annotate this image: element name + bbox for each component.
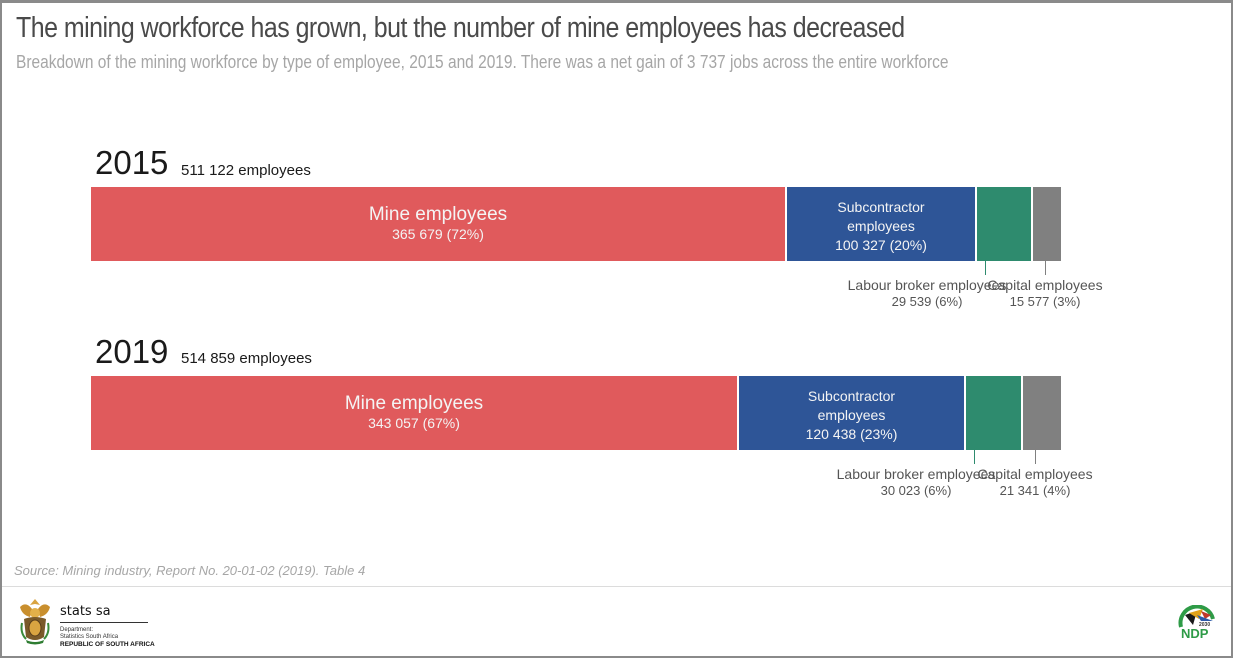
ndp-text: NDP [1181, 626, 1209, 641]
org-name: stats sa [60, 604, 148, 623]
year-label-2019: 2019 [95, 333, 169, 370]
leader-line-labour-broker-employees-2019 [974, 450, 975, 464]
leader-line-labour-broker-employees-2015 [985, 261, 986, 275]
leader-line-capital-employees-2019 [1035, 450, 1036, 464]
total-label-2019: 514 859 employees [181, 350, 312, 367]
bar-segment-labour-broker-employees-2015 [975, 187, 1031, 261]
bar-segment-capital-employees-2019 [1021, 376, 1061, 450]
chart-title: The mining workforce has grown, but the … [16, 12, 905, 44]
segment-name: Labour broker employees [836, 466, 996, 482]
segment-name-line: employees [847, 218, 915, 234]
ndp-year: 2030 [1199, 622, 1210, 628]
segment-value: 29 539 (6%) [891, 294, 963, 309]
footer-divider [2, 586, 1231, 587]
segment-name: Capital employees [977, 466, 1093, 482]
segment-value: 365 679 (72%) [392, 226, 484, 242]
segment-value: 343 057 (67%) [368, 415, 460, 431]
bar-segment-capital-employees-2015 [1031, 187, 1061, 261]
stacked-bar-2015: Mine employees 365 679 (72%) Subcontractor… [91, 187, 1061, 261]
segment-name: Mine employees [344, 393, 484, 414]
segment-value: 21 341 (4%) [999, 483, 1071, 498]
bar-segment-mine-employees-2015: Mine employees 365 679 (72%) [91, 187, 785, 261]
dept-line-1: Department: [60, 627, 94, 633]
chart-subtitle: Breakdown of the mining workforce by typ… [16, 52, 949, 72]
segment-name-line: Subcontractor [837, 199, 925, 215]
segment-value: 120 438 (23%) [805, 426, 898, 442]
external-label-labour-broker-employees-2015: Labour broker employees 29 539 (6%) [848, 276, 1007, 310]
year-label-2015: 2015 [95, 144, 169, 181]
dept-line-2: Statistics South Africa [60, 634, 119, 640]
bar-segment-mine-employees-2019: Mine employees 343 057 (67%) [91, 376, 737, 450]
segment-name: Capital employees [987, 277, 1103, 293]
coat-of-arms-icon [16, 597, 54, 650]
bar-segment-subcontractor-employees-2015: Subcontractor employees 100 327 (20%) [785, 187, 975, 261]
ndp-2030-logo-icon: 2030 NDP [1177, 604, 1217, 646]
segment-label-subcontractor-employees-2019: Subcontractor employees 120 438 (23%) [739, 387, 964, 444]
segment-label-mine-employees-2015: Mine employees 365 679 (72%) [91, 204, 785, 243]
bar-segment-labour-broker-employees-2019 [964, 376, 1021, 450]
stats-sa-logo-text: stats sa Department: Statistics South Af… [60, 604, 155, 649]
segment-value: 15 577 (3%) [1009, 294, 1081, 309]
segment-value: 30 023 (6%) [880, 483, 952, 498]
total-label-2015: 511 122 employees [181, 162, 311, 179]
segment-label-subcontractor-employees-2015: Subcontractor employees 100 327 (20%) [787, 198, 975, 255]
leader-line-capital-employees-2015 [1045, 261, 1046, 275]
bar-segment-subcontractor-employees-2019: Subcontractor employees 120 438 (23%) [737, 376, 964, 450]
segment-name: Mine employees [368, 204, 508, 225]
segment-value: 100 327 (20%) [835, 237, 927, 253]
external-label-labour-broker-employees-2019: Labour broker employees 30 023 (6%) [837, 465, 996, 499]
stacked-bar-2019: Mine employees 343 057 (67%) Subcontractor… [91, 376, 1061, 450]
dept-line-3: REPUBLIC OF SOUTH AFRICA [60, 641, 155, 648]
external-label-capital-employees-2015: Capital employees 15 577 (3%) [987, 276, 1102, 310]
segment-label-mine-employees-2019: Mine employees 343 057 (67%) [91, 393, 737, 432]
segment-name-line: Subcontractor [807, 388, 896, 404]
segment-name: Labour broker employees [847, 277, 1007, 293]
source-note: Source: Mining industry, Report No. 20-0… [14, 563, 366, 578]
segment-name-line: employees [817, 407, 886, 423]
external-label-capital-employees-2019: Capital employees 21 341 (4%) [977, 465, 1092, 499]
